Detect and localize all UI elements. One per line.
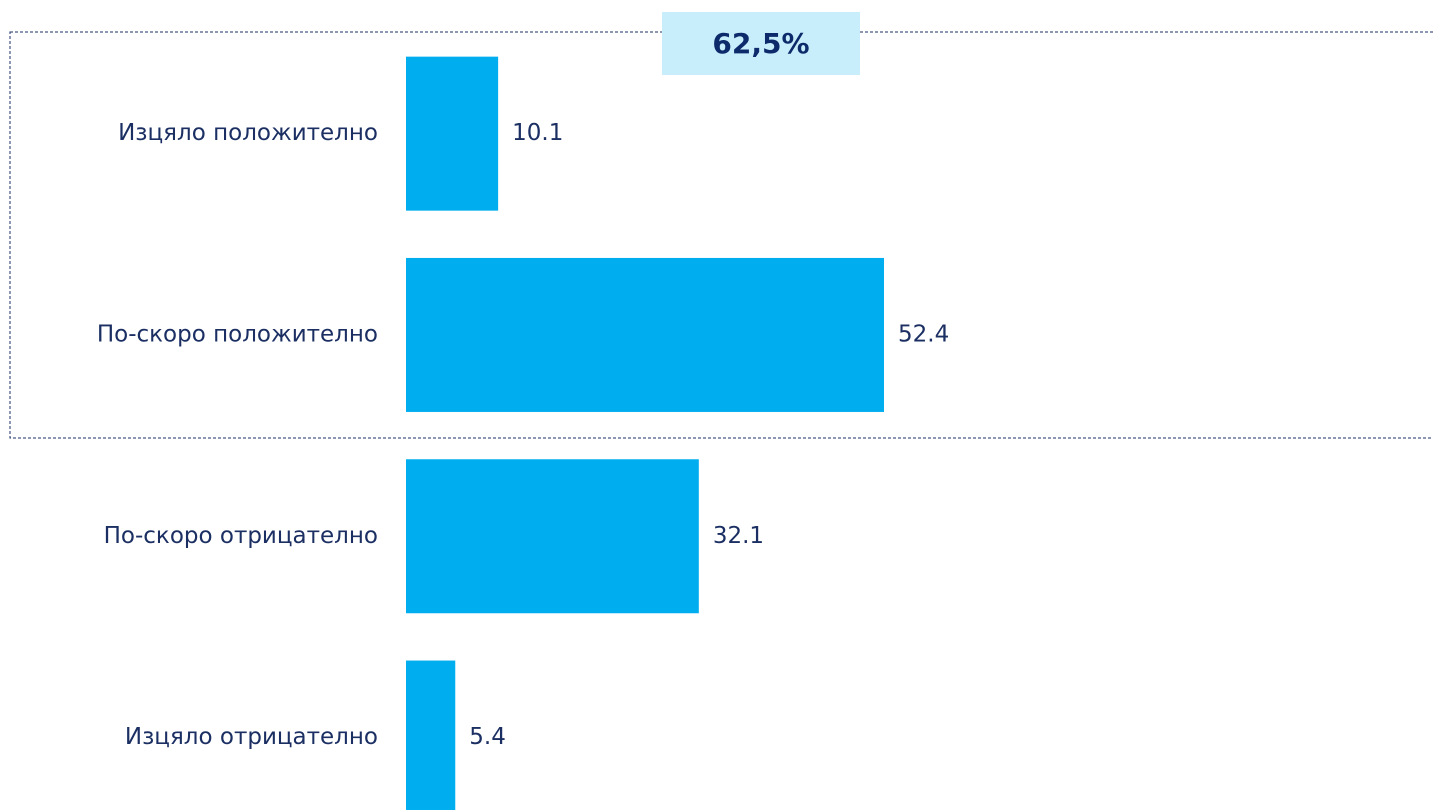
category-label: По-скоро отрицателно xyxy=(104,523,378,549)
value-label: 32.1 xyxy=(713,523,764,549)
value-label: 52.4 xyxy=(898,321,949,347)
value-label: 10.1 xyxy=(512,120,563,146)
bar xyxy=(406,56,499,211)
category-label: Изцяло отрицателно xyxy=(125,724,378,750)
bar xyxy=(406,459,699,614)
bar xyxy=(406,660,456,810)
value-label: 5.4 xyxy=(469,724,506,750)
annotation-box xyxy=(662,12,860,75)
category-label: По-скоро положително xyxy=(97,321,378,347)
bar xyxy=(406,257,884,412)
category-label: Изцяло положително xyxy=(118,120,378,146)
annotation: 62,5% xyxy=(712,27,809,60)
